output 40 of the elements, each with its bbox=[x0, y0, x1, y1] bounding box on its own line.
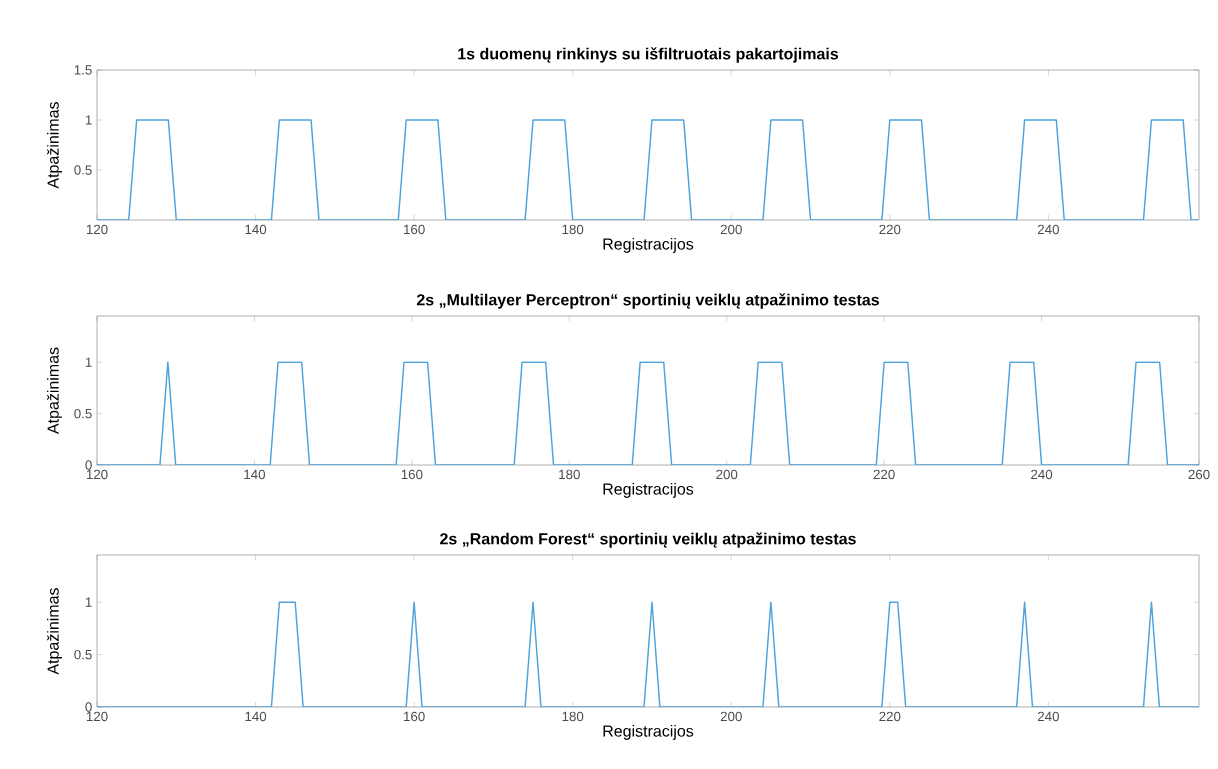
x-tick-label: 160 bbox=[401, 469, 423, 480]
chart-title: 2s „Random Forest“ sportinių veiklų atpažinimo testas bbox=[440, 532, 856, 548]
x-tick-label: 240 bbox=[1031, 469, 1053, 480]
x-tick-label: 220 bbox=[873, 469, 895, 480]
y-tick-label: 0.5 bbox=[74, 649, 92, 660]
x-tick-label: 120 bbox=[86, 469, 108, 480]
y-tick-label: 0.5 bbox=[74, 408, 92, 419]
x-tick-label: 140 bbox=[244, 469, 266, 480]
y-tick-label: 0 bbox=[85, 460, 92, 470]
x-tick-label: 160 bbox=[404, 224, 425, 235]
x-tick-label: 200 bbox=[720, 224, 742, 235]
y-axis-title: Atpažinimas bbox=[46, 102, 62, 189]
y-axis-title: Atpažinimas bbox=[46, 347, 62, 435]
x-axis-title: Registracijos bbox=[603, 724, 694, 740]
x-tick-label: 240 bbox=[1037, 224, 1059, 235]
x-tick-label: 200 bbox=[716, 469, 738, 480]
chart-title: 1s duomenų rinkinys su išfiltruotais pakartojimais bbox=[458, 47, 839, 63]
x-tick-label: 260 bbox=[1188, 469, 1210, 480]
y-tick-label: 1 bbox=[85, 597, 92, 607]
x-tick-label: 180 bbox=[562, 711, 584, 722]
x-axis-title: Registracijos bbox=[603, 237, 694, 253]
x-tick-label: 220 bbox=[879, 711, 901, 722]
y-tick-label: 1 bbox=[85, 115, 92, 125]
y-tick-label: 1.5 bbox=[74, 65, 92, 75]
x-tick-label: 160 bbox=[404, 711, 425, 722]
x-tick-label: 140 bbox=[245, 224, 267, 235]
x-tick-label: 220 bbox=[879, 224, 901, 235]
chart-title: 2s „Multilayer Perceptron“ sportinių veiklų atpažinimo testas bbox=[416, 293, 879, 309]
x-tick-label: 180 bbox=[562, 224, 584, 235]
x-axis-title: Registracijos bbox=[603, 482, 694, 498]
y-tick-label: 1 bbox=[85, 357, 92, 367]
y-tick-label: 0.5 bbox=[74, 165, 92, 175]
x-tick-label: 140 bbox=[245, 711, 267, 722]
x-tick-label: 120 bbox=[86, 224, 108, 235]
x-tick-label: 200 bbox=[720, 711, 742, 722]
y-tick-label: 0 bbox=[85, 702, 92, 712]
x-tick-label: 180 bbox=[559, 469, 580, 480]
y-axis-title: Atpažinimas bbox=[46, 588, 62, 675]
x-tick-label: 120 bbox=[86, 711, 108, 722]
x-tick-label: 240 bbox=[1037, 711, 1059, 722]
